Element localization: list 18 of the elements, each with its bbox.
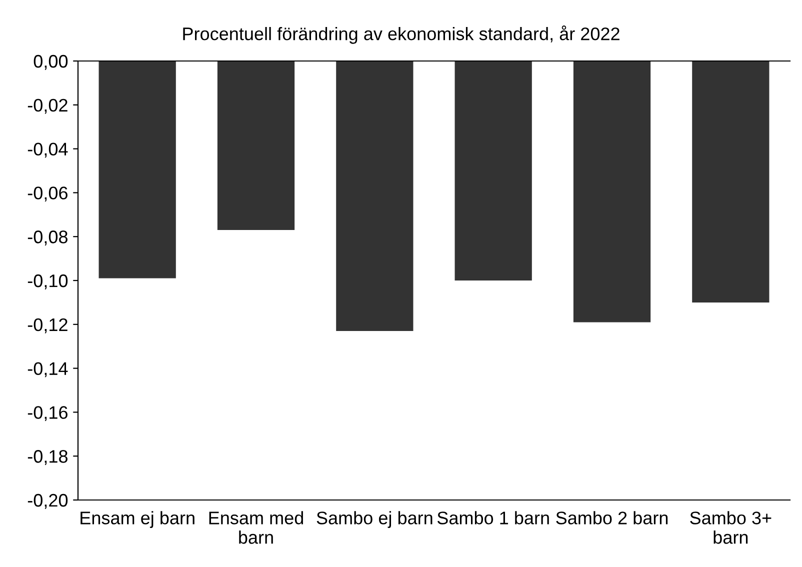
y-tick-label: 0,00 [34,54,68,70]
y-tick-label: -0,10 [28,274,68,290]
y-tick-label: -0,06 [28,186,68,202]
x-tick-label: Sambo 3+ barn [690,511,772,544]
x-tick-label: Sambo 1 barn [437,511,549,524]
y-tick-label: -0,18 [28,450,68,465]
x-tick-label: Ensam ej barn [80,511,194,528]
y-tick-label: -0,16 [28,406,68,422]
y-tick-label: -0,08 [28,230,68,246]
y-tick-label: -0,04 [28,142,68,158]
x-tick-label: Sambo 2 barn [556,511,668,524]
chart-title: Procentuell förändring av ekonomisk standard, år 2022 [183,26,620,44]
x-tick-label: Sambo ej barn [316,511,432,528]
x-tick-label: Ensam med barn [209,511,304,544]
y-tick-label: -0,02 [28,98,68,114]
y-tick-label: -0,14 [28,362,68,378]
y-tick-label: -0,20 [28,494,68,509]
y-tick-label: -0,12 [28,318,68,334]
